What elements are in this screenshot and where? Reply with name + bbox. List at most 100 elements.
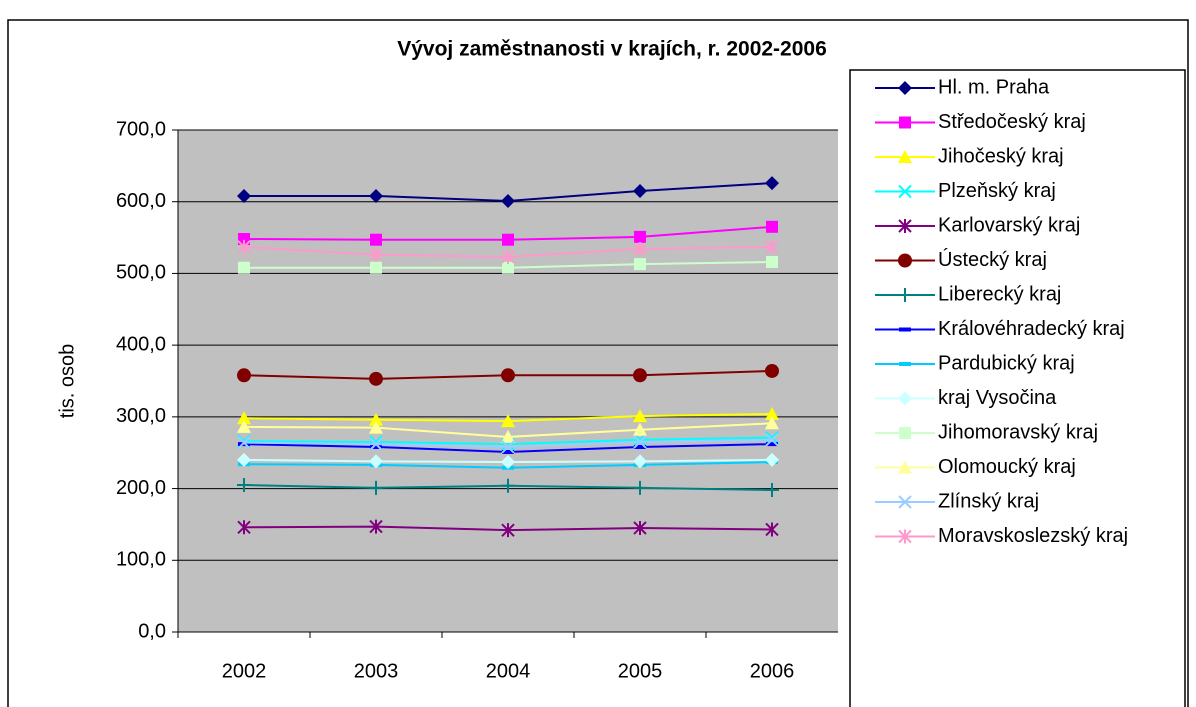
marker [369, 247, 383, 262]
marker [369, 480, 383, 495]
legend-label: Středočeský kraj [938, 111, 1086, 133]
y-tick-label: 100,0 [116, 549, 166, 571]
y-axis-label: tis. osob [56, 344, 78, 418]
x-tick-label: 2004 [486, 660, 531, 682]
marker [765, 433, 779, 447]
marker [501, 440, 515, 454]
marker [633, 422, 647, 436]
legend-marker [898, 253, 912, 268]
marker [765, 452, 779, 467]
marker [765, 363, 779, 378]
legend-marker [899, 327, 911, 332]
marker [237, 435, 251, 450]
marker [765, 406, 779, 420]
marker [501, 414, 515, 428]
legend-label: kraj Vysočina [938, 387, 1057, 409]
marker [237, 520, 251, 535]
x-tick-label: 2006 [750, 660, 795, 682]
y-tick-label: 200,0 [116, 477, 166, 499]
marker [633, 454, 647, 469]
marker [237, 239, 251, 254]
legend-label: Pardubický kraj [938, 352, 1075, 374]
marker [370, 261, 382, 274]
legend-marker [898, 219, 912, 233]
chart-title: Vývoj zaměstnanosti v krajích, r. 2002-2… [397, 38, 827, 61]
marker [633, 183, 647, 198]
legend-label: Olomoucký kraj [938, 456, 1076, 478]
y-tick-label: 300,0 [116, 405, 166, 427]
marker [369, 371, 383, 386]
y-tick-label: 0,0 [138, 620, 166, 642]
marker [369, 420, 383, 434]
legend-marker [898, 391, 912, 406]
marker [633, 521, 647, 536]
y-tick-label: 600,0 [116, 190, 166, 212]
marker [369, 519, 383, 534]
legend-label: Jihočeský kraj [938, 145, 1064, 167]
legend-marker [899, 362, 911, 366]
marker [765, 430, 779, 445]
x-tick-label: 2003 [354, 660, 399, 682]
marker [633, 435, 647, 449]
marker [633, 368, 647, 383]
marker [370, 233, 382, 246]
marker [766, 220, 778, 233]
legend-label: Liberecký kraj [938, 283, 1061, 305]
marker [369, 454, 383, 469]
marker [502, 261, 514, 274]
marker [237, 452, 251, 467]
marker [765, 416, 779, 430]
marker [766, 255, 778, 268]
y-tick-label: 500,0 [116, 262, 166, 284]
marker [634, 230, 646, 243]
marker [501, 193, 515, 208]
marker [370, 444, 382, 449]
marker [238, 442, 250, 447]
marker [633, 433, 647, 447]
marker [369, 412, 383, 426]
marker [237, 188, 251, 203]
y-tick-label: 700,0 [116, 118, 166, 140]
marker [237, 477, 251, 492]
marker [765, 522, 779, 537]
legend-label: Ústecký kraj [938, 248, 1047, 271]
legend-marker [898, 150, 912, 163]
marker [237, 411, 251, 425]
marker [501, 478, 515, 493]
marker [501, 523, 515, 538]
marker [765, 176, 779, 191]
marker [238, 261, 250, 274]
marker [501, 455, 515, 470]
legend-marker [898, 288, 912, 302]
legend-label: Královéhradecký kraj [938, 318, 1125, 340]
legend-label: Plzeňský kraj [938, 180, 1056, 202]
legend-marker [898, 495, 912, 509]
legend-box [849, 69, 1186, 707]
legend-marker [899, 116, 911, 129]
legend-marker [899, 427, 911, 439]
legend-marker [898, 81, 912, 95]
legend-marker [898, 184, 912, 199]
marker [501, 249, 515, 264]
x-tick-label: 2005 [618, 660, 663, 682]
marker [369, 437, 383, 451]
marker [501, 429, 515, 443]
marker [237, 419, 251, 433]
marker [238, 233, 250, 246]
marker [502, 449, 514, 454]
legend-label: Hl. m. Praha [938, 76, 1050, 98]
marker [766, 442, 778, 447]
x-tick-label: 2002 [222, 660, 267, 682]
marker [634, 258, 646, 271]
marker [633, 409, 647, 423]
marker [633, 480, 647, 495]
legend-label: Jihomoravský kraj [938, 421, 1098, 443]
y-tick-label: 400,0 [116, 333, 166, 355]
legend-marker [898, 529, 912, 544]
marker [765, 239, 779, 254]
marker [237, 368, 251, 383]
legend-label: Karlovarský kraj [938, 214, 1080, 236]
marker [765, 483, 779, 498]
marker [633, 242, 647, 257]
